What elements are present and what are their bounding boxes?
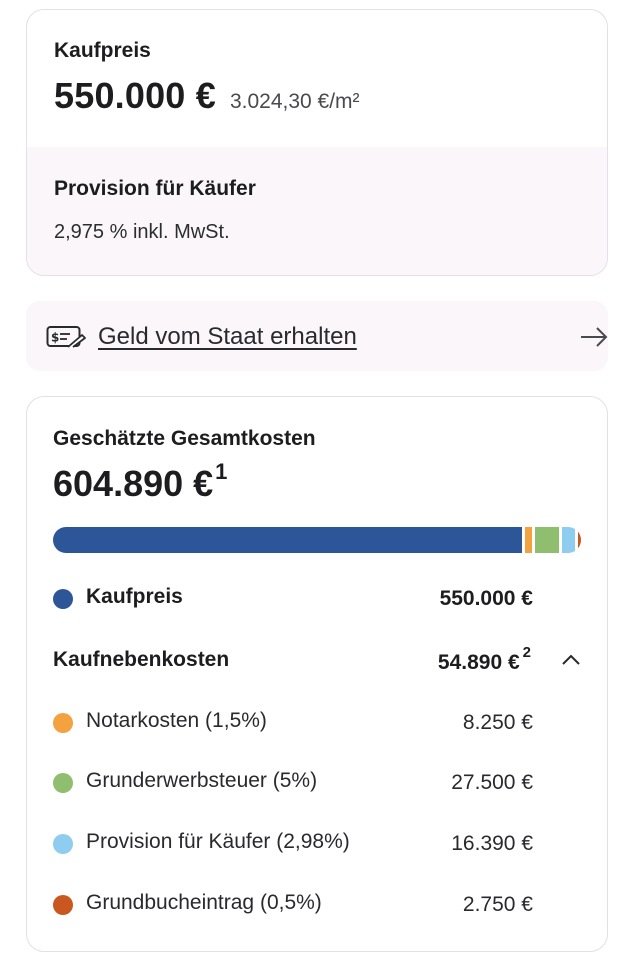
subsidy-banner[interactable]: $ Geld vom Staat erhalten [26, 301, 608, 371]
chevron-up-icon[interactable] [559, 650, 583, 670]
list-item-provision: Provision für Käufer (2,98%) 16.390 € [53, 826, 533, 856]
item-value: 16.390 € [451, 832, 533, 855]
item-label: Grunderwerbsteuer (5%) [86, 769, 318, 792]
item-value: 8.250 € [462, 711, 533, 734]
grundbuch-dot [53, 895, 73, 915]
arrow-right-icon[interactable] [579, 326, 609, 348]
price-value: 550.000 € [54, 75, 216, 116]
bar-segment-grundbuch [578, 527, 581, 553]
price-label: Kaufpreis [54, 39, 151, 62]
total-costs-card: Geschätzte Gesamtkosten 604.890 €1 Kaufp… [26, 396, 608, 952]
price-per-sqm: 3.024,30 €/m² [229, 90, 360, 113]
nebenkosten-row[interactable]: Kaufnebenkosten 54.890 €2 [53, 644, 583, 675]
cost-distribution-bar [53, 527, 581, 553]
svg-text:$: $ [51, 331, 59, 345]
footnote-1[interactable]: 1 [215, 459, 228, 484]
nebenkosten-value: 54.890 €2 [437, 644, 531, 674]
kaufpreis-dot [53, 589, 73, 609]
item-value: 2.750 € [462, 893, 533, 916]
provision-dot [53, 834, 73, 854]
price-row: 550.000 € 3.024,30 €/m² [54, 75, 607, 117]
grunderwerb-dot [53, 773, 73, 793]
bar-segment-grunderwerb [535, 527, 559, 553]
bar-segment-provision [561, 527, 576, 553]
kaufpreis-value: 550.000 € [439, 587, 533, 610]
footnote-2[interactable]: 2 [522, 644, 531, 661]
list-item-grundbuch: Grundbucheintrag (0,5%) 2.750 € [53, 887, 533, 917]
notar-dot [53, 713, 73, 733]
item-label: Notarkosten (1,5%) [86, 709, 267, 732]
commission-value: 2,975 % inkl. MwSt. [54, 221, 230, 243]
price-section: Kaufpreis 550.000 € 3.024,30 €/m² [27, 10, 607, 147]
kaufpreis-row: Kaufpreis 550.000 € [53, 581, 533, 611]
list-item-notar: Notarkosten (1,5%) 8.250 € [53, 705, 533, 735]
item-label: Grundbucheintrag (0,5%) [86, 891, 322, 914]
bar-segment-kaufpreis [53, 527, 523, 553]
commission-section: Provision für Käufer 2,975 % inkl. MwSt. [27, 147, 607, 275]
commission-label: Provision für Käufer [54, 177, 256, 200]
total-costs-title: Geschätzte Gesamtkosten [53, 427, 316, 450]
total-costs-value: 604.890 €1 [53, 459, 228, 504]
price-card: Kaufpreis 550.000 € 3.024,30 €/m² Provis… [26, 9, 608, 276]
money-hand-icon: $ [46, 326, 86, 348]
kaufpreis-label: Kaufpreis [86, 585, 183, 608]
item-label: Provision für Käufer (2,98%) [86, 830, 350, 853]
bar-segment-notar [525, 527, 533, 553]
list-item-grunderwerb: Grunderwerbsteuer (5%) 27.500 € [53, 765, 533, 795]
subsidy-link-text[interactable]: Geld vom Staat erhalten [98, 323, 357, 350]
item-value: 27.500 € [451, 771, 533, 794]
nebenkosten-label: Kaufnebenkosten [53, 648, 230, 671]
